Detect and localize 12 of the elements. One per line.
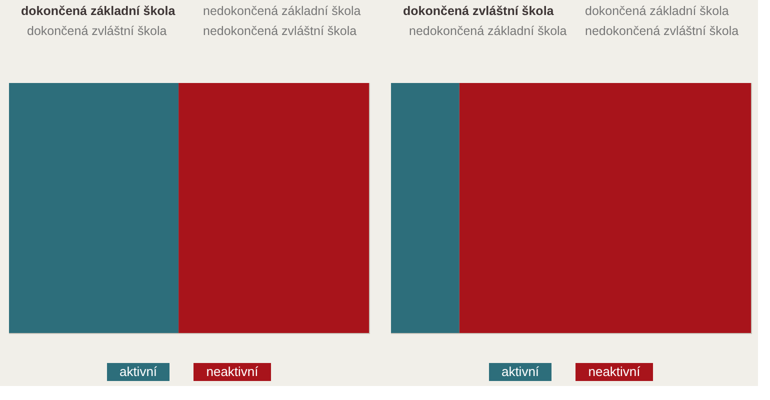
text: dokončená zvláštní škola bbox=[27, 24, 167, 38]
text: dokončená základní škola bbox=[585, 4, 729, 18]
chart-title: dokončená zvláštní škola bbox=[403, 4, 555, 18]
text: neaktivní bbox=[206, 364, 259, 379]
text: aktivní bbox=[501, 364, 540, 379]
text: neaktivní bbox=[588, 364, 641, 379]
text: nedokončená základní škola bbox=[203, 4, 361, 18]
chart-title: dokončená základní škola bbox=[21, 4, 176, 18]
text: nedokončená základní škola bbox=[409, 24, 567, 38]
text: nedokončená zvláštní škola bbox=[203, 24, 357, 38]
text: nedokončená zvláštní škola bbox=[585, 24, 739, 38]
text: aktivní bbox=[119, 364, 158, 379]
